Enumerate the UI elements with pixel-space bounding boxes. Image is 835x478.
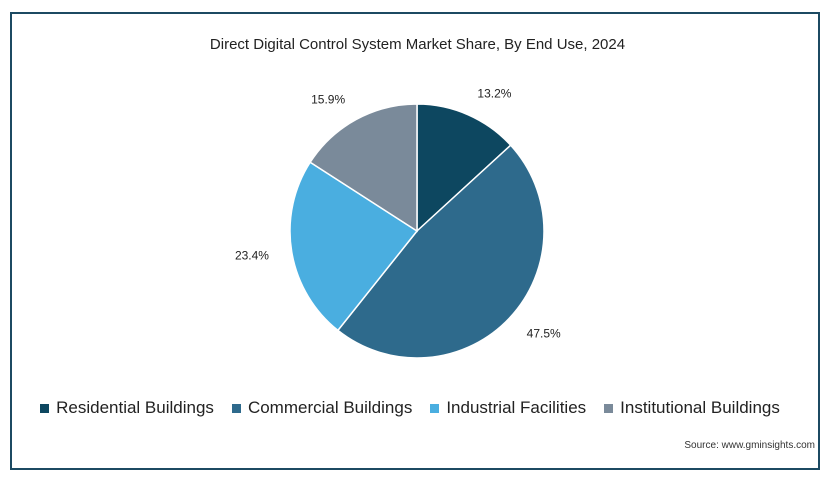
pie-slice-1 [416,103,512,233]
chart-title: Direct Digital Control System Market Sha… [209,36,626,53]
pie-slice-label-2: 47.5% [527,326,561,340]
legend-label: Industrial Facilities [446,398,587,417]
pie-slices [289,103,545,359]
pie-slice-label-4: 15.9% [311,92,345,106]
pie-slice-2 [336,144,545,359]
pie-slice-label-1: 13.2% [477,87,511,101]
legend-label: Residential Buildings [56,398,214,417]
legend-label: Commercial Buildings [247,398,413,417]
legend-swatch [40,403,50,413]
legend-item-2: Commercial Buildings [231,398,413,418]
legend-swatch [604,403,614,413]
pie-slice-4 [309,103,418,233]
legend-item-3: Industrial Facilities [430,398,586,418]
legend-swatch [231,403,241,413]
pie-labels: 13.2% 47.5% 23.4% 15.9% [235,87,561,341]
legend-item-1: Residential Buildings [40,398,214,418]
legend-label: Institutional Buildings [620,398,780,417]
pie-slice-3 [289,161,419,332]
legend-swatch [430,403,440,413]
chart-legend: Residential Buildings Commercial Building… [30,398,790,418]
source-note: Source: www.gminsights.com [684,440,815,451]
legend-item-4: Institutional Buildings [604,398,780,418]
pie-slice-label-3: 23.4% [235,248,269,262]
